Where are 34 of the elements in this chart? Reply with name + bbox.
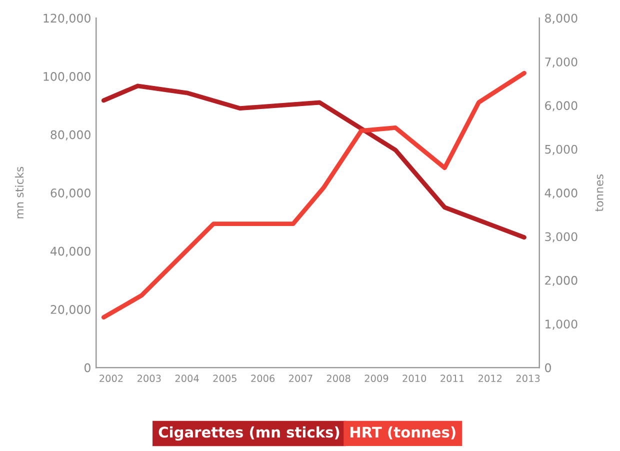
y-tick-label: 100,000 <box>44 72 90 82</box>
y2-tick-label: 6,000 <box>545 101 578 112</box>
y-tick-label: 60,000 <box>50 188 90 199</box>
y2-tick-label: 5,000 <box>545 144 578 155</box>
y2-tick-label: 8,000 <box>545 14 578 24</box>
y-tick-label: 80,000 <box>50 130 90 140</box>
line-series <box>101 70 526 320</box>
x-tick-label: 2007 <box>289 374 312 382</box>
y-tick-label: 0 <box>84 363 90 372</box>
x-tick-label: 2010 <box>402 374 426 382</box>
x-tick-label: 2009 <box>364 374 388 382</box>
y-tick-label: 40,000 <box>50 246 90 257</box>
y2-tick-label: 1,000 <box>546 320 578 330</box>
x-tick-label: 2012 <box>478 374 502 382</box>
x-tick-label: 2004 <box>175 374 199 382</box>
x-tick-label: 2003 <box>137 374 161 382</box>
y2-tick-label: 2,000 <box>545 276 578 286</box>
x-tick-label: 2013 <box>516 374 540 382</box>
y-tick-label: 20,000 <box>50 305 90 316</box>
x-tick-label: 2006 <box>251 374 275 382</box>
text: Cigarettes (mn sticks) <box>158 426 340 441</box>
y2-tick-label: 7,000 <box>545 57 578 68</box>
y2-tick-label: 4,000 <box>544 188 578 199</box>
y-axis-title: mn sticks <box>15 166 24 218</box>
line-series <box>101 84 526 240</box>
text: HRT (tonnes) <box>350 426 456 440</box>
x-tick-label: 2008 <box>326 374 350 382</box>
x-tick-label: 2002 <box>100 374 123 382</box>
x-tick-label: 2011 <box>440 374 464 382</box>
y2-tick-label: 0 <box>545 363 551 372</box>
y-tick-label: 120,000 <box>44 14 90 24</box>
y2-tick-label: 3,000 <box>545 232 578 242</box>
x-tick-label: 2005 <box>213 374 236 382</box>
y2-axis-title: tonnes <box>595 174 604 212</box>
